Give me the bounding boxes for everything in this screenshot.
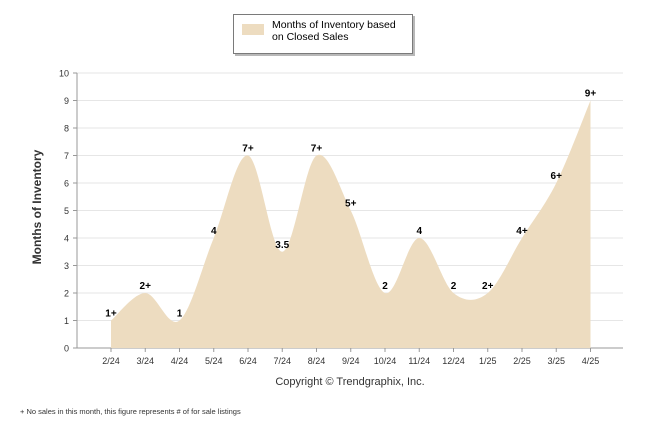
data-label: 1+ xyxy=(105,309,117,320)
x-tick-label: 2/25 xyxy=(513,356,531,366)
legend-swatch xyxy=(242,24,264,35)
x-tick-label: 4/25 xyxy=(582,356,600,366)
y-tick-label: 5 xyxy=(64,206,69,216)
x-tick-label: 10/24 xyxy=(374,356,397,366)
data-label: 2+ xyxy=(140,281,152,292)
y-tick-label: 7 xyxy=(64,151,69,161)
data-label: 2 xyxy=(451,281,457,292)
x-tick-label: 6/24 xyxy=(239,356,257,366)
data-label: 2+ xyxy=(482,281,494,292)
x-tick-label: 4/24 xyxy=(171,356,189,366)
data-label: 3.5 xyxy=(275,240,289,251)
x-tick-label: 5/24 xyxy=(205,356,223,366)
x-tick-label: 3/25 xyxy=(547,356,565,366)
data-label: 1 xyxy=(177,309,183,320)
chart-legend: Months of Inventory based on Closed Sale… xyxy=(233,14,413,54)
data-label: 7+ xyxy=(242,144,254,155)
y-tick-label: 8 xyxy=(64,124,69,134)
x-tick-label: 3/24 xyxy=(136,356,154,366)
x-tick-label: 1/25 xyxy=(479,356,497,366)
x-tick-label: 8/24 xyxy=(308,356,326,366)
x-tick-label: 12/24 xyxy=(442,356,465,366)
y-tick-label: 1 xyxy=(64,316,69,326)
y-tick-label: 4 xyxy=(64,234,69,244)
y-tick-label: 6 xyxy=(64,179,69,189)
data-label: 5+ xyxy=(345,199,357,210)
x-tick-label: 7/24 xyxy=(273,356,291,366)
legend-label: Months of Inventory based on Closed Sale… xyxy=(272,19,396,43)
footnote-text: + No sales in this month, this figure re… xyxy=(20,407,241,416)
y-axis-title: Months of Inventory xyxy=(30,149,44,265)
x-tick-label: 9/24 xyxy=(342,356,360,366)
y-tick-label: 3 xyxy=(64,261,69,271)
y-tick-label: 9 xyxy=(64,96,69,106)
data-label: 4 xyxy=(211,226,217,237)
data-label: 7+ xyxy=(311,144,323,155)
x-tick-label: 11/24 xyxy=(408,356,430,366)
data-label: 4+ xyxy=(516,226,528,237)
y-tick-label: 0 xyxy=(64,344,69,354)
x-tick-label: 2/24 xyxy=(102,356,120,366)
data-label: 9+ xyxy=(585,89,597,100)
y-tick-label: 10 xyxy=(59,69,69,79)
data-label: 2 xyxy=(382,281,388,292)
y-tick-label: 2 xyxy=(64,289,69,299)
copyright-text: Copyright © Trendgraphix, Inc. xyxy=(275,376,425,388)
data-label: 6+ xyxy=(551,171,563,182)
series-area xyxy=(111,100,591,348)
data-label: 4 xyxy=(416,226,422,237)
